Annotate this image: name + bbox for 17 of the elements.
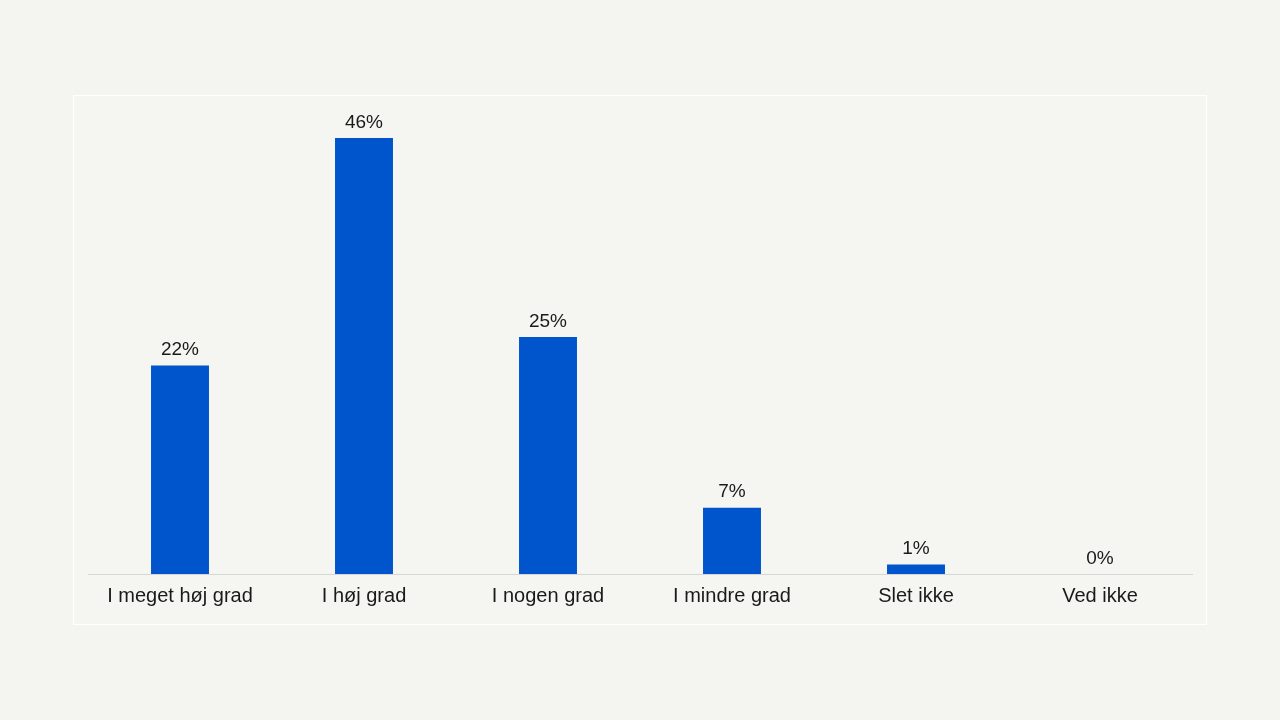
data-label: 0% [1086, 546, 1114, 568]
x-tick-label: Slet ikke [878, 583, 954, 606]
data-label: 46% [344, 110, 384, 132]
bar [519, 337, 577, 574]
data-label: 1% [902, 537, 930, 559]
data-label: 25% [528, 309, 568, 331]
data-label: 7% [718, 480, 746, 502]
bar [335, 137, 393, 574]
bar [151, 365, 209, 574]
x-tick-label: I høj grad [321, 583, 407, 606]
bar [887, 564, 945, 574]
bar [703, 507, 761, 574]
x-tick-label: I nogen grad [491, 583, 605, 606]
x-tick-label: I meget høj grad [107, 583, 253, 606]
x-tick-label: I mindre grad [673, 583, 791, 606]
data-label: 22% [160, 338, 200, 360]
x-tick-label: Ved ikke [1062, 583, 1138, 606]
